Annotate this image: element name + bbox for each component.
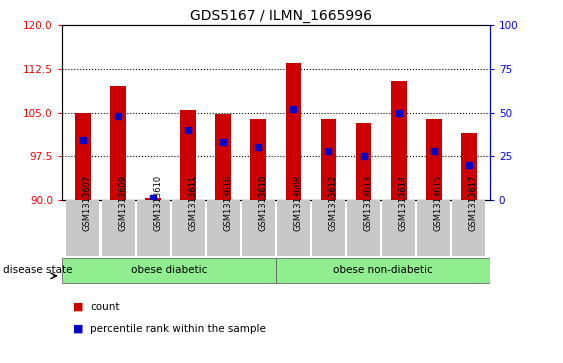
Text: obese non-diabetic: obese non-diabetic — [333, 265, 433, 275]
Text: GSM1313608: GSM1313608 — [293, 174, 302, 231]
Text: GSM1313612: GSM1313612 — [328, 174, 337, 231]
Text: GSM1313609: GSM1313609 — [118, 174, 127, 231]
FancyBboxPatch shape — [276, 258, 490, 282]
FancyBboxPatch shape — [312, 200, 345, 256]
Text: GSM1313617: GSM1313617 — [469, 174, 478, 231]
Bar — [251, 119, 266, 200]
FancyBboxPatch shape — [242, 200, 275, 256]
Bar — [285, 63, 301, 200]
Bar — [216, 114, 231, 200]
Text: GSM1313616: GSM1313616 — [224, 174, 233, 231]
FancyBboxPatch shape — [101, 200, 135, 256]
Bar — [75, 113, 91, 200]
Text: GSM1313611: GSM1313611 — [188, 174, 197, 231]
Bar — [110, 86, 126, 200]
Text: obese diabetic: obese diabetic — [131, 265, 207, 275]
Text: count: count — [90, 302, 119, 312]
Bar — [356, 123, 372, 200]
Text: disease state: disease state — [3, 265, 72, 276]
Bar — [391, 81, 406, 200]
FancyBboxPatch shape — [382, 200, 415, 256]
FancyBboxPatch shape — [452, 200, 485, 256]
Text: GSM1313618: GSM1313618 — [258, 174, 267, 231]
FancyBboxPatch shape — [66, 200, 100, 256]
Text: GSM1313607: GSM1313607 — [83, 174, 92, 231]
FancyBboxPatch shape — [207, 200, 240, 256]
Bar — [320, 119, 336, 200]
Bar — [145, 199, 161, 200]
Text: GSM1313613: GSM1313613 — [364, 174, 373, 231]
Text: percentile rank within the sample: percentile rank within the sample — [90, 323, 266, 334]
Text: GSM1313615: GSM1313615 — [434, 174, 443, 231]
FancyBboxPatch shape — [347, 200, 380, 256]
Text: GSM1313610: GSM1313610 — [153, 174, 162, 231]
FancyBboxPatch shape — [417, 200, 450, 256]
Text: ■: ■ — [73, 302, 84, 312]
FancyBboxPatch shape — [277, 200, 310, 256]
Bar — [461, 133, 477, 200]
Bar — [180, 110, 196, 200]
FancyBboxPatch shape — [137, 200, 169, 256]
Text: GSM1313614: GSM1313614 — [399, 174, 408, 231]
Text: ■: ■ — [73, 323, 84, 334]
Bar — [426, 119, 441, 200]
FancyBboxPatch shape — [62, 258, 276, 282]
Text: GDS5167 / ILMN_1665996: GDS5167 / ILMN_1665996 — [190, 9, 373, 23]
FancyBboxPatch shape — [172, 200, 205, 256]
